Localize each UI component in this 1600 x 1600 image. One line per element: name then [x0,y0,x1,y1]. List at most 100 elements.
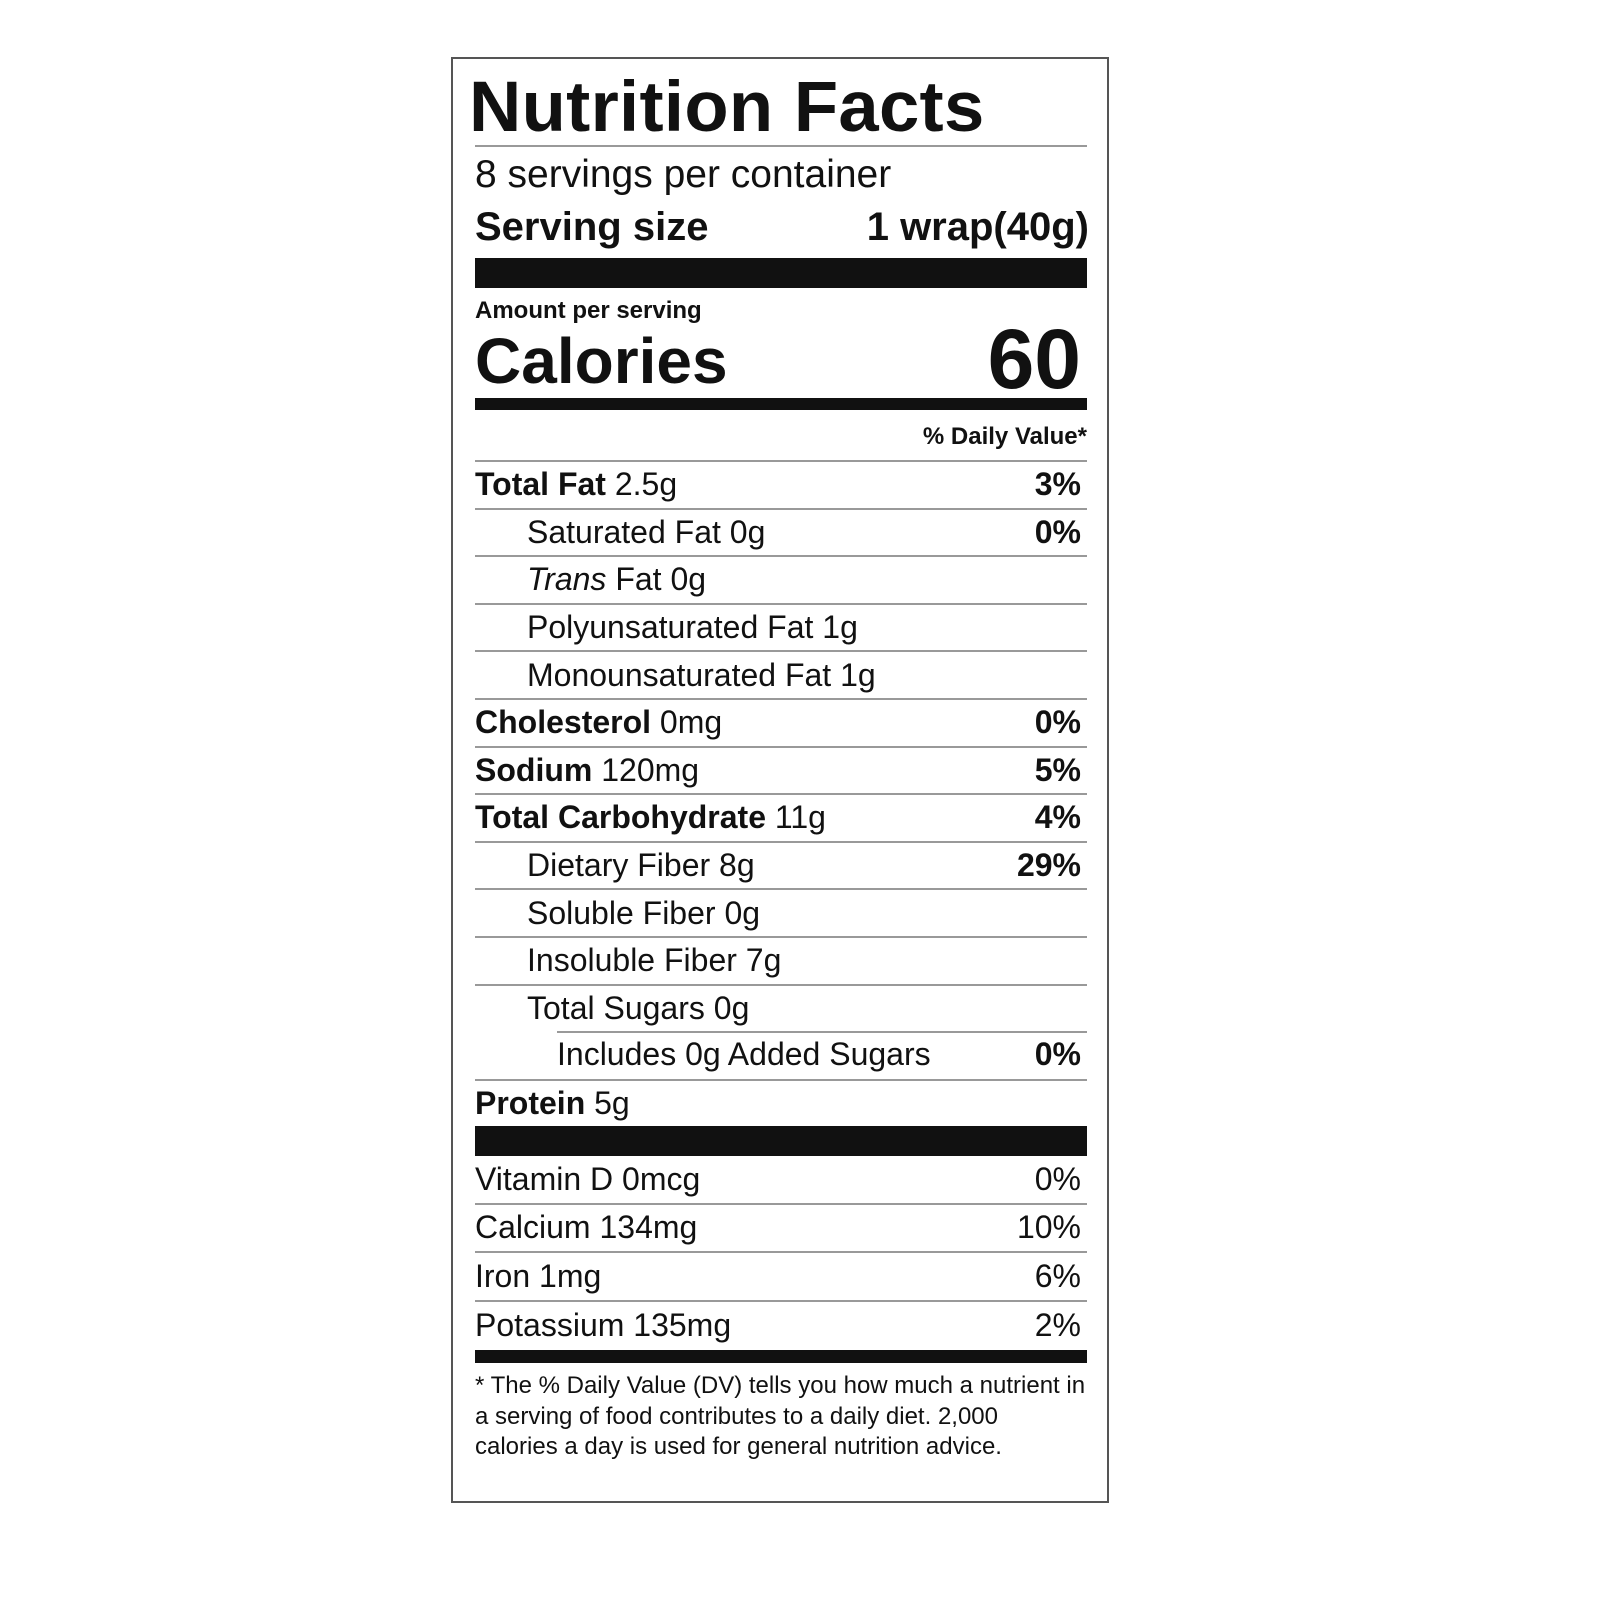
vitamin-name: Calcium [475,1209,591,1246]
nutrient-name: Polyunsaturated Fat [527,609,814,646]
thick-divider [475,1126,1087,1156]
nutrient-amount: 11g [774,799,826,836]
serving-size-label: Serving size [475,205,709,249]
nutrient-label: Polyunsaturated Fat 1g [475,609,858,646]
vitamin-list: Vitamin D 0mcg 0% Calcium 134mg 10% Iron 1mg… [475,1156,1087,1350]
serving-size-value: 1 wrap(40g) [866,205,1089,249]
nutrient-daily-value: 0% [1034,513,1081,550]
nutrient-daily-value: 29% [1016,847,1081,884]
nutrient-daily-value: 3% [1034,466,1081,503]
nutrient-row: Protein 5g [475,1078,1087,1127]
nutrient-row: Soluble Fiber 0g [475,888,1087,936]
nutrient-daily-value: 4% [1034,799,1081,836]
nutrient-amount: 5g [594,1085,630,1122]
vitamin-daily-value: 2% [1034,1307,1081,1344]
nutrient-daily-value: 0% [1034,1036,1081,1073]
nutrient-label: Saturated Fat 0g [475,514,765,551]
vitamin-amount: 135mg [633,1307,732,1344]
nutrient-row: Cholesterol 0mg 0% [475,697,1087,746]
nutrient-name: Insoluble Fiber [527,942,737,979]
nutrient-label: Total Carbohydrate 11g [475,799,826,836]
nutrient-row: Insoluble Fiber 7g [475,935,1087,984]
label-title: Nutrition Facts [469,68,985,147]
nutrient-name: Fat [615,561,662,598]
nutrient-amount: 1g [822,609,858,646]
nutrient-name: Cholesterol [475,704,652,741]
calories-value: 60 [987,312,1081,406]
calories-label: Calories [475,325,728,397]
nutrient-amount: 2.5g [614,466,678,503]
nutrient-name: Total Fat [475,466,606,503]
vitamin-label: Calcium 134mg [475,1209,697,1246]
nutrient-row: Dietary Fiber 8g 29% [475,840,1087,889]
nutrient-label: Total Sugars 0g [475,990,749,1027]
medium-divider [475,1350,1087,1363]
nutrient-row: Total Sugars 0g [475,983,1087,1032]
nutrient-label: Includes 0g Added Sugars [475,1036,931,1073]
nutrient-amount: 0g [729,513,766,550]
medium-divider [475,398,1087,410]
vitamin-amount: 134mg [599,1209,698,1246]
nutrient-name: Protein [475,1085,586,1122]
amount-per-serving: Amount per serving [475,297,702,324]
vitamin-row: Vitamin D 0mcg 0% [475,1156,1087,1205]
nutrient-list: Total Fat 2.5g 3% Saturated Fat 0g 0% Trans … [475,460,1087,1126]
vitamin-amount: 0mcg [622,1160,701,1197]
nutrient-name-italic: Trans [527,561,607,598]
nutrient-name: Soluble Fiber [527,894,716,931]
nutrient-daily-value: 5% [1034,751,1081,788]
nutrient-label: Monounsaturated Fat 1g [475,657,876,694]
servings-per-container: 8 servings per container [475,153,892,196]
nutrient-name: Includes 0g Added Sugars [557,1036,931,1073]
vitamin-amount: 1mg [539,1257,602,1294]
nutrient-name: Dietary Fiber [527,847,711,884]
nutrient-amount: 0g [670,561,707,598]
nutrient-label: Dietary Fiber 8g [475,847,755,884]
vitamin-label: Vitamin D 0mcg [475,1161,700,1198]
vitamin-name: Vitamin D [475,1160,614,1197]
nutrient-daily-value: 0% [1034,704,1081,741]
vitamin-row: Iron 1mg 6% [475,1253,1087,1302]
serving-size: Serving size 1 wrap(40g) [475,205,1089,250]
nutrient-amount: 1g [840,656,876,693]
nutrient-amount: 0g [713,989,750,1026]
nutrient-label: Total Fat 2.5g [475,466,677,503]
nutrient-row: Saturated Fat 0g 0% [475,507,1087,556]
nutrient-amount: 0g [724,894,761,931]
vitamin-daily-value: 0% [1034,1160,1081,1197]
nutrient-label: Insoluble Fiber 7g [475,942,781,979]
footnote: * The % Daily Value (DV) tells you how m… [475,1372,1086,1460]
nutrient-name: Total Sugars [527,989,705,1026]
nutrient-name: Saturated Fat [527,513,721,550]
nutrient-name: Monounsaturated Fat [527,656,832,693]
nutrient-amount: 7g [745,942,782,979]
nutrient-label: Soluble Fiber 0g [475,895,760,932]
nutrient-row: Trans Fat 0g [475,555,1087,603]
vitamin-daily-value: 6% [1034,1257,1081,1294]
nutrient-label: Cholesterol 0mg [475,704,722,741]
vitamin-label: Potassium 135mg [475,1307,731,1344]
vitamin-label: Iron 1mg [475,1258,601,1295]
nutrition-facts-label: Nutrition Facts 8 servings per container… [451,57,1109,1503]
nutrient-row: Monounsaturated Fat 1g [475,650,1087,698]
thick-divider [475,258,1087,288]
calories-row: Calories 60 [475,311,1087,401]
vitamin-row: Calcium 134mg 10% [475,1205,1087,1253]
nutrient-label: Trans Fat 0g [475,561,706,598]
nutrient-row: Polyunsaturated Fat 1g [475,602,1087,651]
nutrient-label: Sodium 120mg [475,752,699,789]
vitamin-name: Iron [475,1257,531,1294]
nutrient-row: Total Carbohydrate 11g 4% [475,793,1087,841]
divider [475,145,1087,147]
nutrient-amount: 0mg [659,704,723,741]
nutrient-row: Sodium 120mg 5% [475,745,1087,794]
vitamin-name: Potassium [475,1307,625,1344]
vitamin-row: Potassium 135mg 2% [475,1302,1087,1351]
nutrient-row: Total Fat 2.5g 3% [475,460,1087,508]
nutrient-name: Sodium [475,751,593,788]
nutrient-label: Protein 5g [475,1085,630,1122]
nutrient-amount: 120mg [601,751,700,788]
daily-value-header: % Daily Value* [922,423,1087,450]
vitamin-daily-value: 10% [1016,1209,1081,1246]
nutrient-amount: 8g [719,847,755,884]
